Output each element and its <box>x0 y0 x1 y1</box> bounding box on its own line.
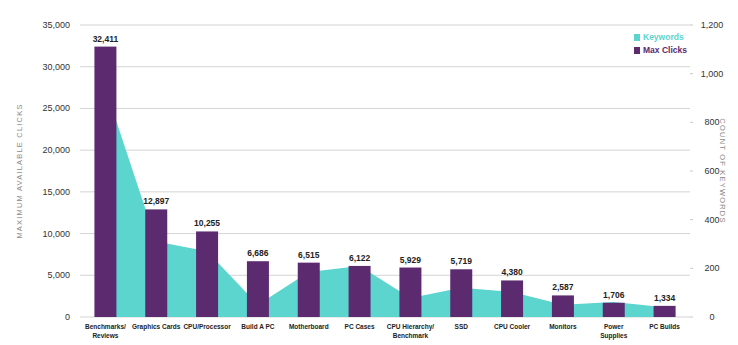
grid-line <box>80 150 690 151</box>
x-tick-label: CPU Hierarchy/Benchmark <box>387 323 435 339</box>
data-label: 5,719 <box>451 256 473 266</box>
x-tick-label-line: Supplies <box>600 332 627 340</box>
y-tick-label: 35,000 <box>42 20 70 30</box>
data-label: 2,587 <box>552 282 574 292</box>
legend: Keywords Max Clicks <box>634 32 687 55</box>
x-tick-label-line: Motherboard <box>289 323 329 330</box>
x-tick-label: Benchmarks/Reviews <box>85 323 126 339</box>
data-label: 4,380 <box>501 267 523 277</box>
y-tick-label: 0 <box>65 312 70 322</box>
y2-tick <box>690 122 693 123</box>
y2-tick <box>690 73 693 74</box>
legend-label: Keywords <box>643 32 684 42</box>
x-tick-label: Monitors <box>549 323 577 330</box>
y2-tick <box>690 317 693 318</box>
y-axis-title: MAXIMUM AVAILABLE CLICKS <box>15 103 24 238</box>
chart: 0 5,000 10,000 15,000 20,000 25,000 30,000 35,0… <box>0 0 738 345</box>
data-label: 10,255 <box>194 218 220 228</box>
bar <box>298 263 320 317</box>
bar <box>603 303 625 317</box>
grid-line <box>80 66 690 67</box>
data-label: 6,686 <box>247 248 269 258</box>
x-tick-label-line: CPU Hierarchy/ <box>387 323 435 331</box>
x-tick-label-line: Build A PC <box>241 323 274 330</box>
y2-tick-label: 0 <box>709 312 714 322</box>
y2-tick-label: 600 <box>704 166 719 176</box>
y-tick-label: 30,000 <box>42 62 70 72</box>
bar <box>145 209 167 317</box>
x-tick-label-line: PC Cases <box>345 323 375 330</box>
data-label: 5,929 <box>400 255 422 265</box>
x-tick-label: CPU/Processor <box>183 323 231 330</box>
y2-tick-label: 1,000 <box>701 69 724 79</box>
x-tick-label: Graphics Cards <box>132 323 181 331</box>
data-label: 1,706 <box>603 290 625 300</box>
x-tick-label-line: Benchmarks/ <box>85 323 126 330</box>
x-tick-label-line: Reviews <box>92 332 118 339</box>
x-tick-label: Build A PC <box>241 323 274 330</box>
y-tick-label: 10,000 <box>42 229 70 239</box>
x-tick-label-line: CPU/Processor <box>183 323 231 330</box>
x-tick-label-line: Monitors <box>549 323 577 330</box>
plot-area <box>94 47 675 317</box>
bar <box>552 295 574 317</box>
x-tick-label-line: Benchmark <box>393 332 429 339</box>
y2-tick-label: 1,200 <box>701 20 724 30</box>
data-label: 12,897 <box>143 196 169 206</box>
bar <box>94 47 116 317</box>
bar <box>399 268 421 317</box>
bar <box>349 266 371 317</box>
x-tick-label-line: PC Builds <box>649 323 680 330</box>
x-tick-label: SSD <box>455 323 469 330</box>
bar <box>501 280 523 317</box>
data-label: 1,334 <box>654 293 676 303</box>
x-tick-label: Motherboard <box>289 323 329 330</box>
y2-tick <box>690 25 693 26</box>
grid-line <box>80 233 690 234</box>
x-tick-label-line: CPU Cooler <box>494 323 531 330</box>
x-tick-label: CPU Cooler <box>494 323 531 330</box>
x-tick-label-line: Power <box>604 323 624 330</box>
data-label: 32,411 <box>93 34 119 44</box>
grid-line <box>80 108 690 109</box>
y2-tick-label: 200 <box>704 263 719 273</box>
legend-swatch <box>634 47 640 54</box>
data-label: 6,122 <box>349 253 371 263</box>
keywords-area <box>105 88 664 317</box>
grid-line <box>80 25 690 26</box>
bar <box>247 261 269 317</box>
y2-tick <box>690 171 693 172</box>
x-tick-label: Power Supplies <box>600 323 627 340</box>
data-label: 6,515 <box>298 250 320 260</box>
x-tick-label: PC Cases <box>345 323 375 330</box>
x-tick-label-line: SSD <box>455 323 469 330</box>
x-tick-label-line: Graphics Cards <box>132 323 181 331</box>
y-tick-label: 20,000 <box>42 145 70 155</box>
bar <box>654 306 676 317</box>
y-tick-label: 25,000 <box>42 103 70 113</box>
grid-line <box>80 191 690 192</box>
y2-tick-label: 800 <box>704 117 719 127</box>
y2-tick-label: 400 <box>704 215 719 225</box>
y2-axis-title: COUNT OF KEYWORDS <box>718 118 727 223</box>
legend-label: Max Clicks <box>643 45 687 55</box>
bar <box>450 269 472 317</box>
y2-tick <box>690 219 693 220</box>
bar <box>196 231 218 317</box>
y2-tick <box>690 268 693 269</box>
labels: 32,411 12,897 10,255 6,686 6,515 6,122 5,929 5,… <box>93 34 676 303</box>
y-tick-label: 5,000 <box>47 270 70 280</box>
x-tick-label: PC Builds <box>649 323 680 330</box>
legend-swatch <box>634 34 640 41</box>
y-tick-label: 15,000 <box>42 187 70 197</box>
